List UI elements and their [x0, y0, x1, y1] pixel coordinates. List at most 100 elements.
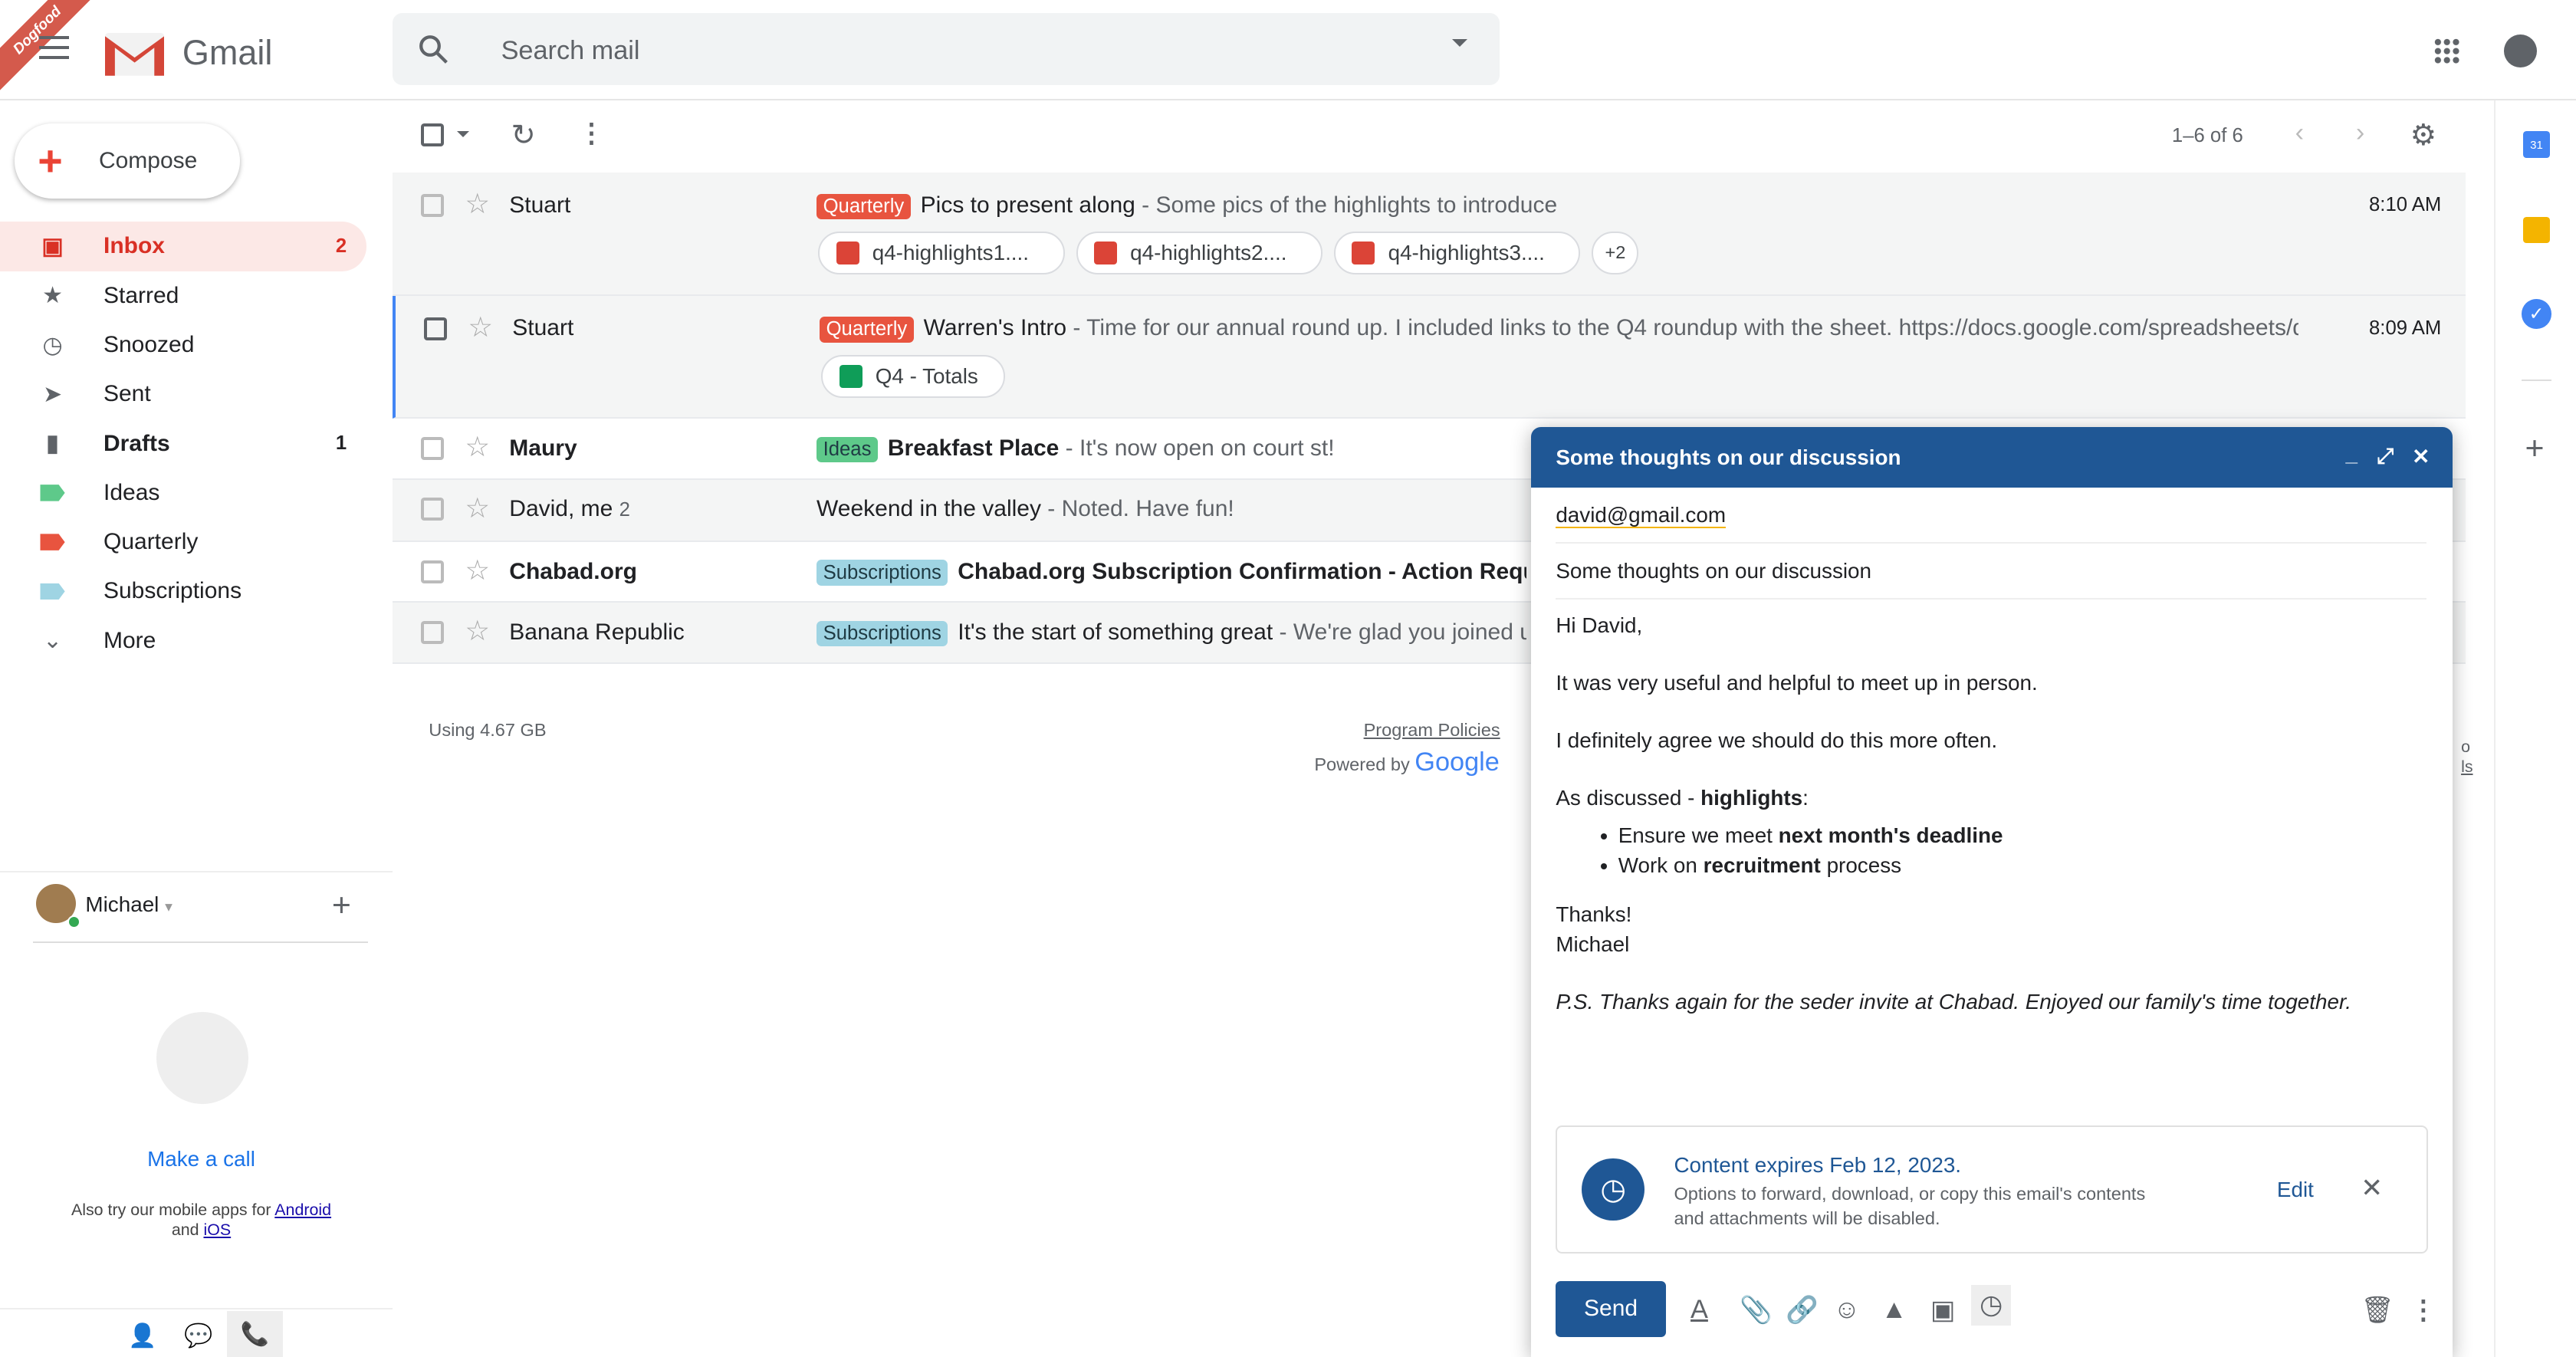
ios-link[interactable]: iOS: [203, 1221, 232, 1240]
search-options-icon[interactable]: [1451, 39, 1467, 54]
contacts-tab-icon[interactable]: 👤: [128, 1323, 157, 1349]
sidebar-item-label: Starred: [103, 282, 179, 308]
email-row[interactable]: ☆ Maury Ideas Breakfast Place - It's now …: [393, 419, 2466, 480]
plus-icon: +: [38, 136, 63, 185]
sidebar-item-starred[interactable]: ★ Starred: [0, 271, 366, 320]
star-icon: ★: [42, 283, 64, 309]
account-name[interactable]: Michael ▾: [85, 892, 172, 916]
link-icon[interactable]: 🔗: [1786, 1295, 1819, 1325]
photo-icon[interactable]: ▣: [1930, 1295, 1956, 1325]
star-icon[interactable]: ☆: [465, 491, 491, 524]
formatting-icon[interactable]: A: [1691, 1294, 1708, 1324]
sidebar-item-drafts[interactable]: ▮ Drafts 1: [0, 419, 366, 468]
dismiss-notice-icon[interactable]: ✕: [2361, 1173, 2383, 1203]
attach-icon[interactable]: 📎: [1740, 1295, 1773, 1325]
keep-icon[interactable]: [2523, 216, 2550, 244]
sidebar-item-inbox[interactable]: ▣ Inbox 2: [0, 222, 366, 271]
phone-tab-icon[interactable]: 📞: [226, 1311, 283, 1357]
to-field[interactable]: david@gmail.com: [1556, 488, 2427, 544]
make-call-link[interactable]: Make a call: [147, 1146, 255, 1171]
hangouts-tab-icon[interactable]: 💬: [184, 1323, 213, 1349]
discard-draft-icon[interactable]: 🗑: [2361, 1295, 2394, 1325]
row-checkbox[interactable]: [423, 317, 447, 340]
attachment-chip[interactable]: q4-highlights1....: [818, 232, 1065, 274]
online-status-icon: [67, 915, 80, 928]
sidebar-item-label: Drafts: [103, 430, 170, 456]
add-account-icon[interactable]: +: [331, 887, 351, 925]
compose-button[interactable]: + Compose: [15, 123, 240, 199]
sidebar-item-label: Snoozed: [103, 332, 195, 357]
label-badge: Subscriptions: [816, 560, 948, 586]
recipient-chip: david@gmail.com: [1556, 502, 1727, 528]
more-attachments-chip[interactable]: +2: [1592, 232, 1639, 274]
expand-icon[interactable]: ⤢: [2376, 443, 2394, 468]
account-activity-fragment[interactable]: o ls: [2461, 738, 2473, 776]
sidebar-item-ideas[interactable]: Ideas: [0, 468, 366, 518]
star-icon[interactable]: ☆: [465, 431, 491, 463]
main-menu-icon[interactable]: [39, 36, 69, 60]
apps-grid-icon[interactable]: [2433, 38, 2459, 64]
attachment-chip[interactable]: q4-highlights2....: [1076, 232, 1322, 274]
sidebar-item-count: 1: [335, 432, 347, 455]
account-avatar-icon[interactable]: [2503, 34, 2537, 67]
sidebar-item-label: Subscriptions: [103, 578, 242, 604]
draft-icon: ▮: [46, 431, 59, 457]
prev-page-icon[interactable]: ‹: [2295, 118, 2305, 148]
edit-button[interactable]: Edit: [2276, 1178, 2314, 1202]
powered-by: Powered by Google: [1314, 748, 1500, 777]
row-checkbox[interactable]: [420, 437, 444, 460]
row-checkbox[interactable]: [420, 498, 444, 521]
row-checkbox[interactable]: [420, 560, 444, 583]
send-button[interactable]: Send: [1556, 1281, 1666, 1338]
sidebar-item-label: Ideas: [103, 479, 160, 505]
star-icon[interactable]: ☆: [468, 311, 494, 343]
emoji-icon[interactable]: ☺: [1833, 1294, 1861, 1324]
select-dropdown-icon[interactable]: [456, 131, 469, 143]
label-icon: [39, 529, 65, 555]
gmail-logo-icon: [105, 32, 165, 76]
sidebar-item-snoozed[interactable]: ◷ Snoozed: [0, 320, 366, 370]
attachment-chip[interactable]: q4-highlights3....: [1334, 232, 1581, 274]
star-icon[interactable]: ☆: [465, 615, 491, 647]
next-page-icon[interactable]: ›: [2355, 118, 2365, 148]
star-icon[interactable]: ☆: [465, 554, 491, 586]
android-link[interactable]: Android: [274, 1201, 332, 1220]
row-checkbox[interactable]: [420, 621, 444, 644]
tasks-icon[interactable]: ✓: [2522, 298, 2551, 329]
search-bar[interactable]: Search mail: [393, 13, 1500, 86]
sidebar-item-quarterly[interactable]: Quarterly: [0, 518, 366, 567]
program-policies-link[interactable]: Program Policies: [1363, 719, 1500, 740]
subject-field[interactable]: Some thoughts on our discussion: [1556, 544, 2427, 600]
search-icon[interactable]: [419, 34, 449, 64]
image-icon: [836, 241, 859, 264]
sidebar-item-subscriptions[interactable]: Subscriptions: [0, 567, 366, 616]
more-options-icon[interactable]: ⋮: [578, 119, 605, 149]
attachment-chip[interactable]: Q4 - Totals: [821, 354, 1006, 398]
sender: Stuart: [509, 192, 571, 218]
sidebar-item-sent[interactable]: ➤ Sent: [0, 370, 366, 419]
more-compose-options-icon[interactable]: ⋮: [2410, 1295, 2436, 1325]
star-icon[interactable]: ☆: [465, 188, 491, 220]
add-addon-icon[interactable]: +: [2525, 430, 2545, 468]
email-row[interactable]: ☆ Stuart Quarterly Pics to present along …: [393, 172, 2466, 296]
sidebar-item-count: 2: [335, 235, 347, 257]
close-icon[interactable]: ✕: [2411, 444, 2430, 468]
minimize-icon[interactable]: _: [2345, 442, 2358, 466]
compose-header[interactable]: Some thoughts on our discussion _ ⤢ ✕: [1531, 427, 2453, 488]
row-checkbox[interactable]: [420, 193, 444, 217]
app-name: Gmail: [182, 32, 273, 72]
drive-icon[interactable]: ▲: [1881, 1294, 1907, 1324]
confidential-mode-icon[interactable]: ◷: [1971, 1284, 2011, 1326]
label-icon: [39, 480, 65, 506]
calendar-icon[interactable]: 31: [2523, 131, 2550, 158]
message-body[interactable]: Hi David, It was very useful and helpful…: [1556, 611, 2426, 1045]
sidebar-item-more[interactable]: ⌄ More: [0, 616, 366, 665]
search-input[interactable]: Search mail: [501, 36, 640, 66]
sender: Maury: [509, 435, 577, 461]
refresh-icon[interactable]: ↻: [511, 119, 536, 153]
select-all-checkbox[interactable]: [420, 123, 444, 146]
label-badge: Subscriptions: [816, 620, 948, 646]
settings-gear-icon[interactable]: ⚙: [2410, 119, 2437, 153]
email-row[interactable]: ☆ Stuart Quarterly Warren's Intro - Time …: [393, 295, 2466, 419]
sender: Banana Republic: [509, 619, 685, 645]
